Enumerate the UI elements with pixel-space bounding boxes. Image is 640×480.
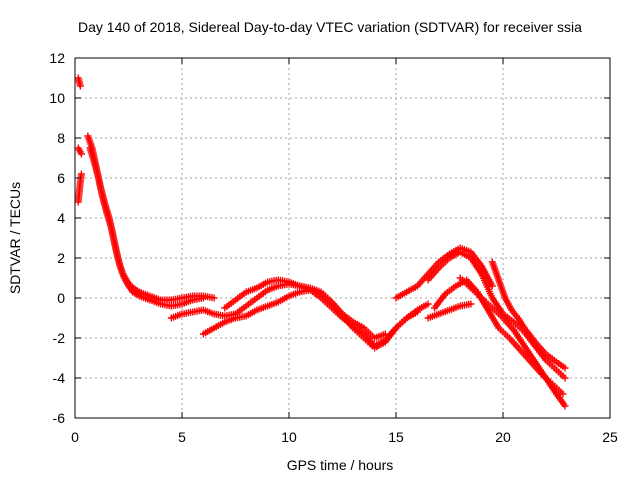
y-tick-label: -2 [53,330,66,346]
x-tick-label: 25 [602,429,618,445]
series-sat-e [86,144,207,310]
x-axis-label: GPS time / hours [287,457,394,473]
data-point [77,150,85,158]
y-tick-label: 10 [49,90,65,106]
series-sat-m [456,274,569,410]
data-point [210,294,218,302]
y-tick-label: 4 [57,210,65,226]
series-sat-h [221,276,389,342]
y-axis-label: SDTVAR / TECUs [7,182,23,294]
series-sat-a [74,74,84,90]
x-tick-label: 15 [388,429,404,445]
data-point [561,402,569,410]
series-sat-j [424,248,569,382]
axis-ticks: 0 5 10 15 20 25 -6 -4 -2 0 2 4 6 8 10 12 [49,50,618,445]
y-tick-label: 2 [57,250,65,266]
x-tick-label: 5 [178,429,186,445]
data-points [74,74,569,410]
x-tick-label: 10 [281,429,297,445]
chart-title: Day 140 of 2018, Sidereal Day-to-day VTE… [78,19,582,35]
y-tick-label: 0 [57,290,65,306]
data-point [561,374,569,382]
data-point [559,390,567,398]
data-point [77,170,85,178]
plot-frame [74,57,611,419]
x-tick-label: 0 [71,429,79,445]
series-sat-c [74,170,85,206]
data-point [488,282,496,290]
y-tick-label: 6 [57,170,65,186]
y-tick-label: -6 [53,410,66,426]
y-tick-label: 8 [57,130,65,146]
series-sat-b [74,144,85,158]
series-sat-n [488,258,569,372]
data-point [76,82,84,90]
data-point [199,294,207,302]
series-sat-g [199,286,432,352]
y-tick-label: -4 [53,370,66,386]
series-sat-f [167,280,421,350]
data-point [561,364,569,372]
x-tick-label: 20 [495,429,511,445]
data-point [424,300,432,308]
data-point [467,300,475,308]
y-tick-label: 12 [49,50,65,66]
series-sat-l [424,300,475,322]
data-point [381,330,389,338]
